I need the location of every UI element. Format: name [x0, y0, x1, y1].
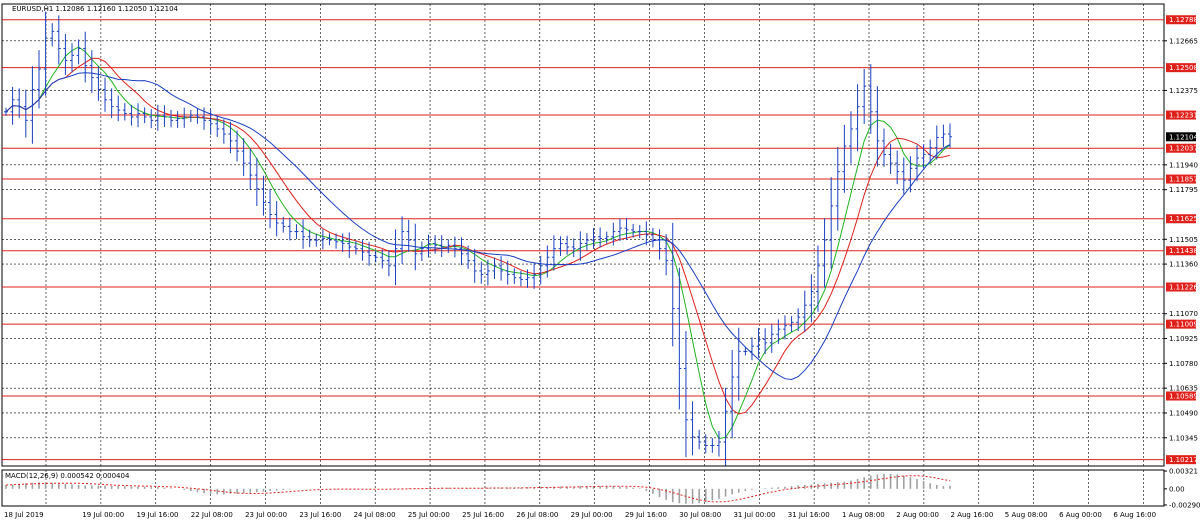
level-price-badge — [1166, 391, 1196, 401]
level-price-badge — [1166, 319, 1196, 329]
x-tick-label: 30 Jul 08:00 — [679, 511, 721, 519]
level-price-badge — [1166, 246, 1196, 256]
y-tick-label: 1.10635 — [1169, 385, 1198, 393]
macd-plot-frame — [1, 469, 1165, 507]
x-tick-label: 29 Jul 00:00 — [571, 511, 613, 519]
level-price-badge — [1166, 110, 1196, 120]
x-tick-label: 23 Jul 00:00 — [245, 511, 287, 519]
level-price-label: 1.12508 — [1169, 64, 1198, 72]
level-price-label: 1.11438 — [1169, 247, 1198, 255]
current-price-label: 1.12104 — [1169, 133, 1198, 141]
ma-mid-line — [5, 57, 951, 415]
macd-y-tick-label: -0.002908 — [1169, 501, 1200, 509]
y-tick-label: 1.12375 — [1169, 87, 1198, 95]
x-tick-label: 6 Aug 00:00 — [1059, 511, 1102, 519]
y-tick-label: 1.10780 — [1169, 360, 1198, 368]
x-tick-label: 19 Jul 16:00 — [137, 511, 179, 519]
x-tick-label: 26 Jul 08:00 — [516, 511, 558, 519]
y-tick-label: 1.11940 — [1169, 161, 1198, 169]
x-tick-label: 25 Jul 00:00 — [408, 511, 450, 519]
level-price-label: 1.10217 — [1169, 456, 1198, 464]
level-price-label: 1.11857 — [1169, 176, 1198, 184]
level-price-label: 1.11009 — [1169, 321, 1198, 329]
chart-header: EURUSD,H1 1.12086 1.12160 1.12050 1.1210… — [12, 5, 179, 13]
level-price-badge — [1166, 143, 1196, 153]
level-price-label: 1.12788 — [1169, 16, 1198, 24]
x-tick-label: 23 Jul 16:00 — [299, 511, 341, 519]
level-price-badge — [1166, 282, 1196, 292]
time-axis: 18 Jul 2019 19 Jul 00:00 19 Jul 16:00 22 Ju… — [4, 511, 1156, 519]
x-tick-label: 18 Jul 2019 — [4, 511, 44, 519]
level-lines — [2, 19, 1164, 461]
y-tick-label: 1.11505 — [1169, 236, 1198, 244]
x-tick-label: 2 Aug 00:00 — [896, 511, 939, 519]
macd-header: MACD(12,26,9) 0.000542 0.000404 — [5, 472, 130, 480]
x-tick-label: 2 Aug 16:00 — [951, 511, 994, 519]
macd-signal-line — [5, 475, 951, 503]
x-tick-label: 6 Aug 16:00 — [1113, 511, 1156, 519]
level-price-badge — [1166, 214, 1196, 224]
ma-slow-line — [5, 72, 951, 381]
y-tick-label: 1.10345 — [1169, 434, 1198, 442]
main-plot-frame — [1, 3, 1165, 467]
grid — [2, 4, 1164, 506]
y-tick-label: 1.10925 — [1169, 335, 1198, 343]
macd-panel — [5, 473, 951, 504]
y-tick-label: 1.12665 — [1169, 37, 1198, 45]
y-tick-label: 1.11070 — [1169, 310, 1198, 318]
y-tick-label: 1.10490 — [1169, 409, 1198, 417]
ma-fast-line — [5, 46, 951, 440]
level-price-label: 1.11625 — [1169, 215, 1198, 223]
y-tick-label: 1.11360 — [1169, 261, 1198, 269]
x-tick-label: 25 Jul 16:00 — [462, 511, 504, 519]
x-tick-label: 1 Aug 08:00 — [842, 511, 885, 519]
x-tick-label: 5 Aug 08:00 — [1005, 511, 1048, 519]
level-price-label: 1.12037 — [1169, 145, 1198, 153]
level-price-badge — [1166, 455, 1196, 465]
x-tick-label: 22 Jul 08:00 — [191, 511, 233, 519]
level-price-label: 1.10589 — [1169, 393, 1198, 401]
price-axis: 1.12665 1.12375 1.11940 1.11795 1.11505 1.113… — [1164, 15, 1200, 509]
level-price-label: 1.11226 — [1169, 284, 1198, 292]
level-price-label: 1.12231 — [1169, 112, 1198, 120]
current-price-badge — [1166, 132, 1196, 142]
level-price-badge — [1166, 63, 1196, 73]
macd-y-tick-label: 0.00 — [1169, 485, 1185, 493]
x-tick-label: 19 Jul 00:00 — [82, 511, 124, 519]
moving-averages — [5, 46, 951, 440]
macd-y-tick-label: 0.00321 — [1169, 468, 1198, 476]
x-tick-label: 24 Jul 08:00 — [354, 511, 396, 519]
x-tick-label: 29 Jul 16:00 — [625, 511, 667, 519]
x-tick-label: 31 Jul 16:00 — [788, 511, 830, 519]
level-price-badge — [1166, 15, 1196, 25]
x-tick-label: 31 Jul 00:00 — [733, 511, 775, 519]
candles — [4, 11, 952, 466]
level-price-badge — [1166, 174, 1196, 184]
y-tick-label: 1.11795 — [1169, 186, 1198, 194]
